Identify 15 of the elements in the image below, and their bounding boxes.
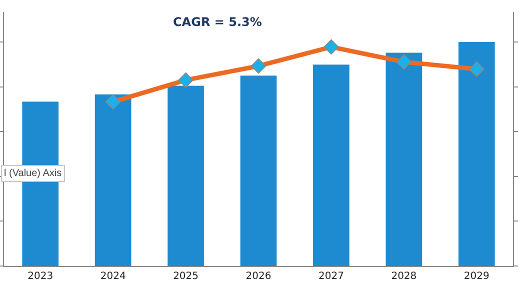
bar <box>94 94 132 266</box>
x-tick-label: 2024 <box>100 271 126 282</box>
chart-title: CAGR = 5.3% <box>173 15 262 29</box>
bar <box>386 52 422 266</box>
x-tick-label: 2029 <box>464 271 490 282</box>
x-tick-label: 2023 <box>28 271 54 282</box>
bar <box>458 42 495 266</box>
bar <box>240 76 277 266</box>
x-tick-label: 2027 <box>318 271 344 282</box>
x-tick-label: 2028 <box>391 271 417 282</box>
annotation: l (Value) Axis <box>4 168 62 179</box>
x-tick-label: 2025 <box>173 271 199 282</box>
bar <box>168 86 204 266</box>
bar <box>313 64 350 266</box>
x-tick-label: 2026 <box>246 271 272 282</box>
